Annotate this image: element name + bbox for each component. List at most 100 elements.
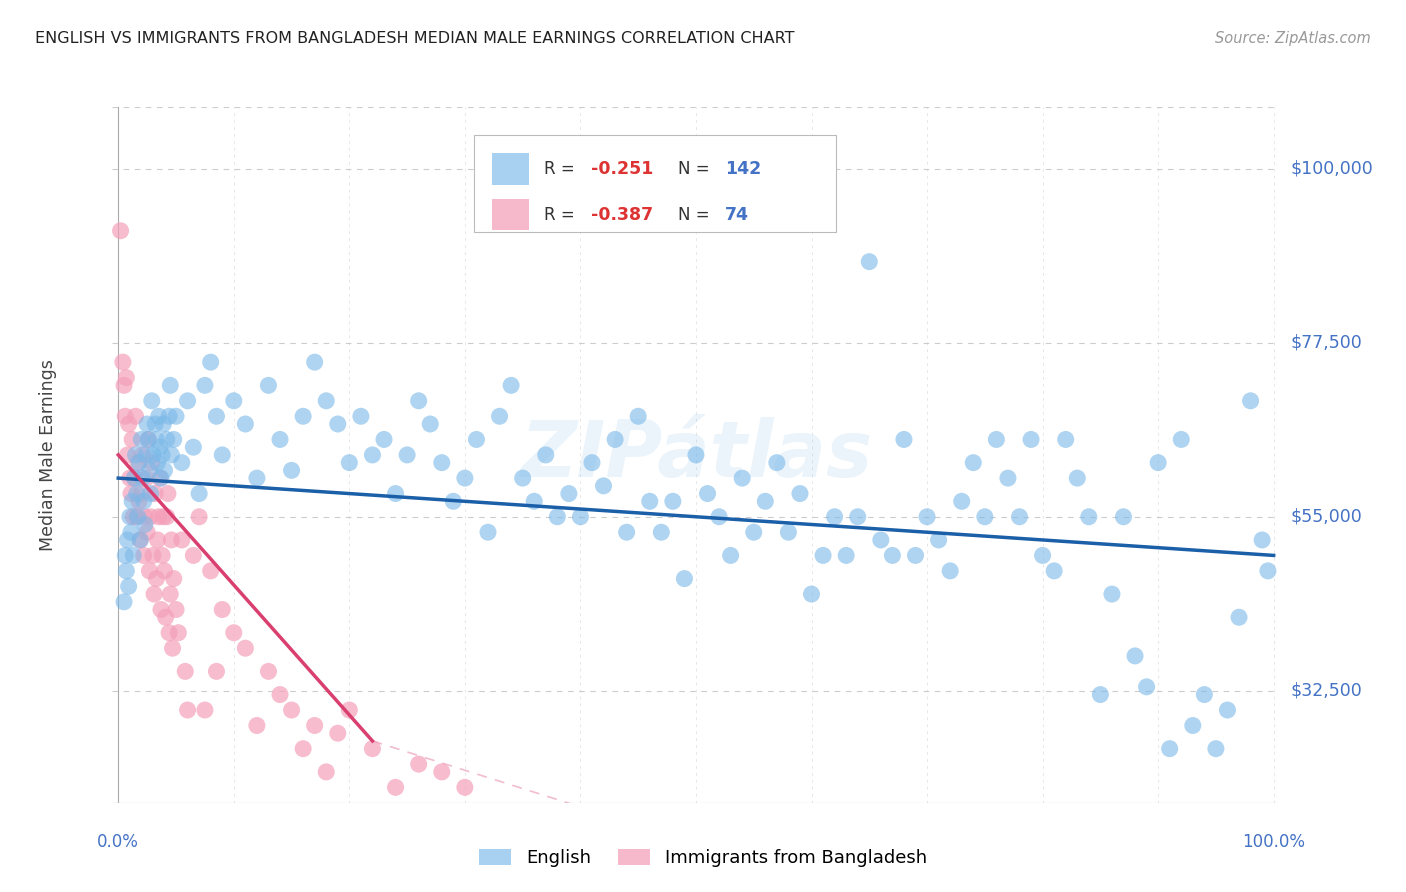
- Point: [149, 471, 172, 485]
- Point: [128, 456, 150, 470]
- Text: 74: 74: [725, 206, 749, 224]
- Point: [235, 641, 257, 656]
- Point: [246, 718, 269, 732]
- Point: [326, 417, 349, 431]
- Point: [269, 688, 291, 702]
- Point: [125, 486, 148, 500]
- Point: [136, 417, 159, 431]
- Point: [153, 564, 176, 578]
- Point: [430, 764, 453, 779]
- Point: [122, 509, 145, 524]
- Point: [142, 549, 165, 563]
- Point: [1227, 610, 1250, 624]
- Point: [136, 433, 159, 447]
- Point: [135, 471, 157, 485]
- Point: [165, 602, 187, 616]
- Point: [132, 494, 155, 508]
- Point: [150, 602, 173, 616]
- Point: [337, 703, 360, 717]
- Point: [292, 741, 315, 756]
- Point: [146, 533, 169, 547]
- Point: [882, 549, 904, 563]
- Point: [558, 486, 581, 500]
- Point: [1054, 433, 1077, 447]
- Point: [893, 433, 915, 447]
- Point: [117, 448, 139, 462]
- Text: 142: 142: [725, 160, 762, 178]
- Point: [157, 625, 180, 640]
- Point: [778, 525, 800, 540]
- Text: 100.0%: 100.0%: [1241, 833, 1305, 851]
- Point: [257, 665, 280, 679]
- Text: R =: R =: [544, 206, 581, 224]
- Point: [152, 417, 174, 431]
- Point: [143, 417, 166, 431]
- Point: [1205, 741, 1227, 756]
- Point: [257, 378, 280, 392]
- Point: [159, 378, 181, 392]
- Point: [120, 525, 142, 540]
- Point: [127, 456, 149, 470]
- Text: $77,500: $77,500: [1291, 334, 1362, 351]
- Point: [373, 433, 395, 447]
- Point: [148, 409, 170, 424]
- Point: [928, 533, 950, 547]
- Text: $32,500: $32,500: [1291, 681, 1362, 699]
- Point: [569, 509, 592, 524]
- Point: [163, 572, 186, 586]
- Point: [1170, 433, 1192, 447]
- Point: [194, 378, 217, 392]
- Point: [1112, 509, 1135, 524]
- Point: [742, 525, 765, 540]
- Point: [112, 595, 135, 609]
- Point: [441, 494, 464, 508]
- Point: [1239, 393, 1261, 408]
- Point: [211, 602, 233, 616]
- Point: [269, 433, 291, 447]
- Point: [170, 456, 193, 470]
- Point: [131, 448, 153, 462]
- Point: [962, 456, 984, 470]
- Point: [115, 370, 138, 384]
- Point: [246, 471, 269, 485]
- Point: [973, 509, 995, 524]
- Point: [110, 224, 132, 238]
- Point: [153, 463, 176, 477]
- Point: [720, 549, 742, 563]
- Point: [143, 486, 166, 500]
- Point: [145, 572, 167, 586]
- Point: [205, 409, 228, 424]
- Point: [811, 549, 834, 563]
- Point: [183, 440, 205, 454]
- Point: [176, 393, 198, 408]
- Point: [454, 471, 477, 485]
- Point: [115, 564, 138, 578]
- Point: [1251, 533, 1274, 547]
- Point: [157, 409, 180, 424]
- Point: [131, 433, 153, 447]
- Point: [1043, 564, 1066, 578]
- Legend: English, Immigrants from Bangladesh: English, Immigrants from Bangladesh: [472, 841, 934, 874]
- Point: [1032, 549, 1054, 563]
- Point: [121, 433, 143, 447]
- Point: [419, 417, 441, 431]
- Point: [122, 549, 145, 563]
- Point: [673, 572, 696, 586]
- Point: [124, 448, 146, 462]
- Point: [789, 486, 811, 500]
- Point: [118, 417, 141, 431]
- Point: [150, 471, 173, 485]
- Point: [125, 509, 148, 524]
- Point: [163, 433, 186, 447]
- Point: [139, 486, 162, 500]
- Point: [118, 471, 141, 485]
- Point: [128, 494, 150, 508]
- Point: [1194, 688, 1216, 702]
- Point: [326, 726, 349, 740]
- Point: [142, 448, 165, 462]
- Point: [222, 393, 245, 408]
- Point: [112, 378, 135, 392]
- Point: [627, 409, 650, 424]
- Point: [986, 433, 1008, 447]
- Point: [156, 486, 179, 500]
